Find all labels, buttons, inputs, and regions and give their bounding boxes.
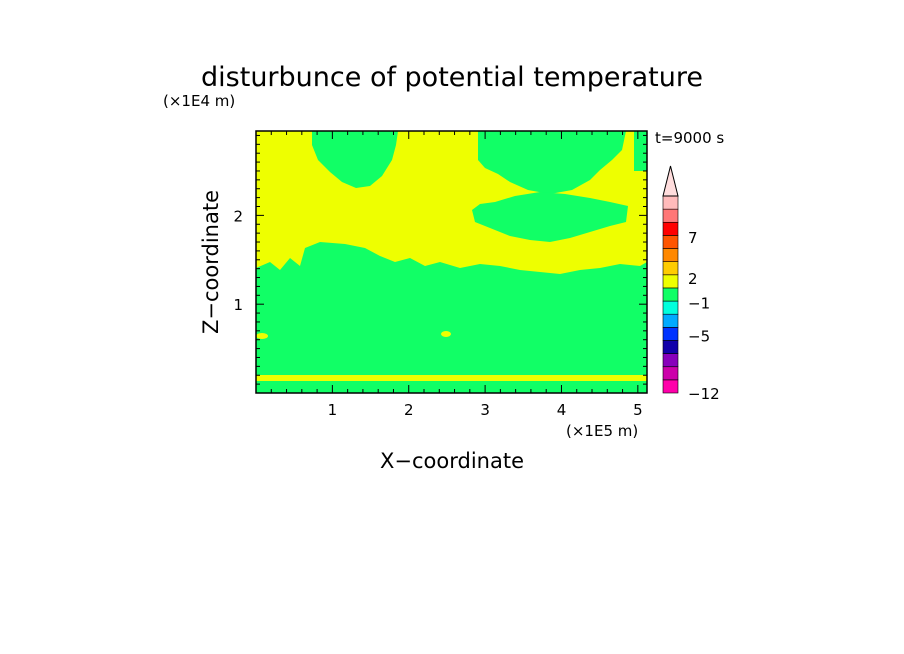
colorbar-segment xyxy=(662,261,679,276)
colorbar-segment xyxy=(662,208,679,223)
colorbar-segment xyxy=(662,313,679,328)
colorbar-segment xyxy=(662,340,679,354)
region-upper-cell-west xyxy=(312,131,398,188)
chart-title: disturbunce of potential temperature xyxy=(201,62,703,93)
x-axis-label: X−coordinate xyxy=(380,449,524,473)
colorbar-segment xyxy=(662,235,679,249)
colorbar-segment xyxy=(662,379,679,394)
region-small-patch-center xyxy=(441,331,451,337)
y-axis-label: Z−coordinate xyxy=(199,190,223,334)
plot-frame xyxy=(255,130,648,394)
colorbar-tick-label: 2 xyxy=(688,270,698,288)
colorbar-tick-label: −5 xyxy=(688,328,710,346)
colorbar-tick-label: −12 xyxy=(688,385,720,403)
x-scale-label: (×1E5 m) xyxy=(566,422,638,440)
colorbar-tick-label: −1 xyxy=(688,295,710,313)
colorbar-segment xyxy=(662,287,679,302)
region-lower-troposphere xyxy=(256,242,647,393)
region-upper-cell-east-inner xyxy=(472,192,628,242)
region-small-patch-west xyxy=(256,333,268,339)
region-near-surface-band xyxy=(256,375,647,381)
colorbar-segment xyxy=(662,300,679,315)
y-axis-ticks: 12 xyxy=(233,134,647,385)
colorbar-segment xyxy=(662,274,679,289)
x-tick-label: 5 xyxy=(633,401,643,419)
time-label: t=9000 s xyxy=(655,129,724,147)
region-right-edge-cell xyxy=(634,131,647,171)
colorbar-segment xyxy=(662,327,679,341)
x-axis-ticks: 1 2 3 4 5 xyxy=(270,131,643,419)
x-tick-label: 4 xyxy=(557,401,567,419)
y-tick-label: 2 xyxy=(233,207,243,225)
colorbar-segment xyxy=(662,195,679,210)
colorbar: 7 2 −1 −5 −12 xyxy=(662,165,720,403)
colorbar-segment xyxy=(662,221,679,236)
region-upper-cell-east xyxy=(478,131,626,194)
colorbar-extend-triangle xyxy=(662,165,679,197)
x-tick-label: 2 xyxy=(404,401,414,419)
contour-field xyxy=(256,131,647,393)
y-scale-label: (×1E4 m) xyxy=(163,92,235,110)
colorbar-tick-label: 7 xyxy=(688,229,698,247)
x-tick-label: 3 xyxy=(480,401,490,419)
y-tick-label: 1 xyxy=(233,296,243,314)
x-tick-label: 1 xyxy=(328,401,338,419)
colorbar-segment xyxy=(662,248,679,262)
colorbar-segment xyxy=(662,353,679,368)
colorbar-segment xyxy=(662,366,679,381)
